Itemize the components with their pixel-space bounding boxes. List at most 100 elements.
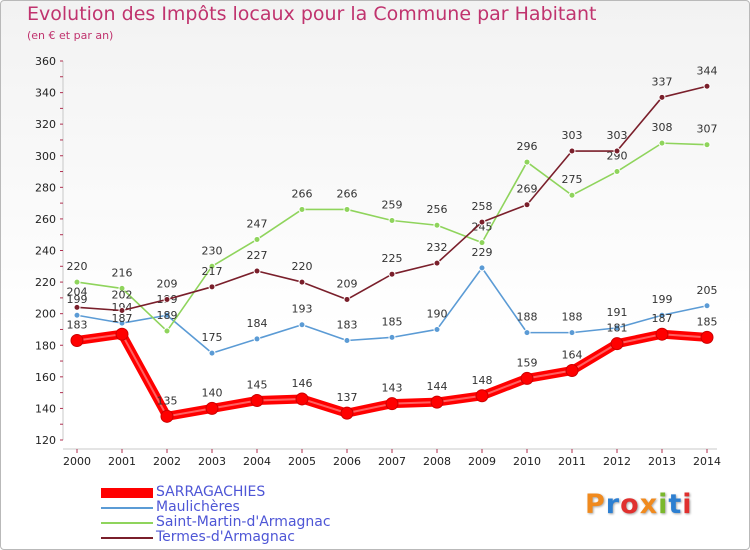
legend-label: SARRAGACHIES [156, 484, 266, 500]
data-label: 307 [697, 123, 718, 136]
data-point [613, 324, 621, 332]
data-point [163, 311, 171, 319]
x-tick-label: 2000 [63, 455, 91, 468]
data-point [655, 327, 669, 341]
data-label: 137 [337, 391, 358, 404]
legend-swatch [101, 507, 153, 509]
y-tick-label: 300 [35, 150, 56, 163]
data-label: 344 [697, 64, 718, 77]
x-tick-label: 2008 [423, 455, 451, 468]
data-point [568, 329, 576, 337]
data-point [433, 221, 441, 229]
data-point [388, 216, 396, 224]
data-point [478, 264, 486, 272]
data-point [73, 311, 81, 319]
data-point [205, 401, 219, 415]
data-label: 199 [67, 293, 88, 306]
data-label: 269 [517, 183, 538, 196]
logo-letter: i [682, 489, 693, 520]
legend-swatch [101, 537, 153, 539]
data-point [658, 311, 666, 319]
data-point [613, 147, 621, 155]
data-point [118, 307, 126, 315]
data-label: 216 [112, 266, 133, 279]
data-point [568, 191, 576, 199]
data-point [343, 295, 351, 303]
data-point [388, 333, 396, 341]
data-point [163, 295, 171, 303]
data-label: 202 [112, 289, 133, 302]
data-label: 159 [517, 356, 538, 369]
data-label: 209 [337, 277, 358, 290]
data-point [253, 335, 261, 343]
data-label: 187 [652, 312, 673, 325]
y-tick-label: 340 [35, 87, 56, 100]
data-label: 199 [652, 293, 673, 306]
series-termes-d-armagnac: 204 202 209 217 227 220 209 225 232 258 269 303 303 3… [67, 64, 718, 315]
y-tick-label: 320 [35, 118, 56, 131]
y-tick-label: 360 [35, 55, 56, 68]
data-point [73, 303, 81, 311]
data-point [523, 158, 531, 166]
data-label: 204 [67, 285, 88, 298]
data-point [568, 147, 576, 155]
data-label: 135 [157, 394, 178, 407]
series-maulich-res: 1991941991751841931831851902291881881911… [67, 246, 718, 357]
chart-subtitle: (en € et par an) [27, 29, 114, 42]
data-label: 146 [292, 377, 313, 390]
x-tick-label: 2006 [333, 455, 361, 468]
chart-title: Evolution des Impôts locaux pour la Comm… [27, 3, 597, 25]
y-tick-label: 220 [35, 276, 56, 289]
data-point [115, 327, 129, 341]
data-point [523, 329, 531, 337]
data-point [433, 259, 441, 267]
x-tick-label: 2005 [288, 455, 316, 468]
data-label: 144 [427, 380, 448, 393]
proxiti-logo: Proxiti [585, 489, 693, 520]
data-point [343, 337, 351, 345]
data-label: 258 [472, 200, 493, 213]
data-point [703, 302, 711, 310]
data-label: 256 [427, 203, 448, 216]
x-tick-label: 2009 [468, 455, 496, 468]
y-tick-label: 280 [35, 181, 56, 194]
data-label: 193 [292, 303, 313, 316]
x-tick-label: 2003 [198, 455, 226, 468]
data-label: 232 [427, 241, 448, 254]
data-point [340, 406, 354, 420]
data-point [430, 395, 444, 409]
x-tick-label: 2001 [108, 455, 136, 468]
data-label: 140 [202, 386, 223, 399]
x-tick-label: 2013 [648, 455, 676, 468]
data-label: 217 [202, 265, 223, 278]
logo-letter: r [605, 489, 621, 520]
y-tick-label: 140 [35, 402, 56, 415]
data-label: 296 [517, 140, 538, 153]
data-label: 229 [472, 246, 493, 259]
data-label: 337 [652, 75, 673, 88]
data-label: 188 [562, 311, 583, 324]
data-point [475, 389, 489, 403]
data-label: 205 [697, 284, 718, 297]
logo-letter: o [620, 489, 640, 520]
data-label: 290 [607, 150, 628, 163]
x-tick-label: 2010 [513, 455, 541, 468]
logo-letter: x [639, 489, 659, 520]
legend-label: Saint-Martin-d'Armagnac [156, 514, 331, 530]
logo-letter: i [658, 489, 669, 520]
legend-label: Termes-d'Armagnac [156, 529, 295, 545]
series-sarragachies: 183 187 135 140 145 146 137 143 144 148 159 164 181 1… [67, 312, 718, 423]
y-tick-label: 180 [35, 339, 56, 352]
data-label: 184 [247, 317, 268, 330]
data-point [658, 139, 666, 147]
data-label: 185 [697, 315, 718, 328]
data-label: 247 [247, 217, 268, 230]
data-point [253, 235, 261, 243]
data-label: 183 [67, 319, 88, 332]
data-label: 190 [427, 307, 448, 320]
data-label: 164 [562, 349, 583, 362]
data-label: 188 [517, 311, 538, 324]
data-point [478, 218, 486, 226]
data-point [520, 371, 534, 385]
